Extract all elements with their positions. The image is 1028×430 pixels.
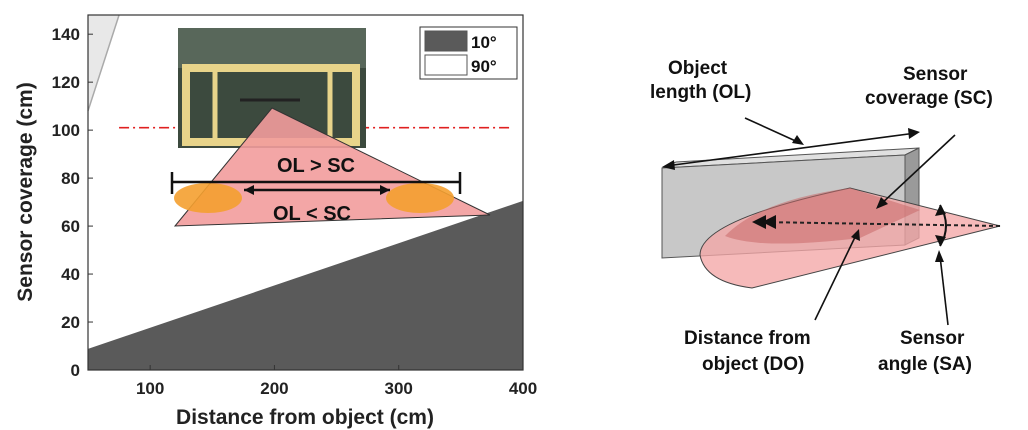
robot-photo-inset — [178, 28, 366, 148]
y-tick-label: 100 — [52, 121, 80, 140]
x-tick-label: 400 — [509, 379, 537, 398]
sensor-diagram: Object length (OL) Sensor coverage (SC) … — [650, 58, 1001, 375]
annotation-ol-gt-sc: OL > SC — [277, 155, 355, 177]
x-axis-label: Distance from object (cm) — [176, 406, 434, 429]
legend-label-10: 10° — [471, 33, 497, 52]
label-object-length-2: length (OL) — [650, 82, 751, 103]
annotation-ol-lt-sc: OL < SC — [273, 203, 351, 225]
label-object-length-1: Object — [668, 58, 728, 79]
ol-dimension-arrow — [665, 132, 917, 167]
object-ellipse-right — [386, 183, 454, 213]
label-sensor-angle-2: angle (SA) — [878, 354, 972, 375]
label-sensor-angle-1: Sensor — [900, 328, 965, 349]
x-tick-label: 200 — [260, 379, 288, 398]
y-axis-label: Sensor coverage (cm) — [14, 82, 37, 301]
series-90deg-line — [87, 14, 120, 112]
x-tick-label: 100 — [136, 379, 164, 398]
distance-line — [759, 221, 1001, 227]
y-tick-label: 0 — [71, 361, 80, 380]
legend-swatch-10 — [424, 30, 468, 52]
cone-overlap — [725, 188, 920, 244]
legend: 10° 90° — [419, 26, 518, 80]
series-10deg-area — [88, 200, 523, 370]
object-ellipse-left — [174, 183, 242, 213]
label-sensor-coverage-1: Sensor — [903, 64, 968, 85]
legend-label-90: 90° — [471, 57, 497, 76]
series-layer — [87, 14, 523, 370]
x-tick-label: 300 — [385, 379, 413, 398]
y-tick-label: 60 — [61, 217, 80, 236]
y-tick-label: 80 — [61, 169, 80, 188]
label-distance-2: object (DO) — [702, 354, 804, 375]
y-tick-label: 40 — [61, 265, 80, 284]
label-distance-1: Distance from — [684, 328, 811, 349]
label-sensor-coverage-2: coverage (SC) — [865, 88, 993, 109]
legend-swatch-90 — [424, 54, 468, 76]
coverage-annotation: OL > SC OL < SC — [170, 107, 491, 227]
y-tick-label: 140 — [52, 25, 80, 44]
y-ticks: 0 20 40 60 80 100 120 140 — [52, 25, 93, 380]
y-tick-label: 20 — [61, 313, 80, 332]
axes-frame — [87, 14, 524, 371]
y-tick-label: 120 — [52, 73, 80, 92]
x-ticks: 100 200 300 400 — [136, 365, 537, 398]
chart: OL > SC OL < SC 100 200 300 400 0 20 40 60 80 10… — [14, 14, 537, 429]
